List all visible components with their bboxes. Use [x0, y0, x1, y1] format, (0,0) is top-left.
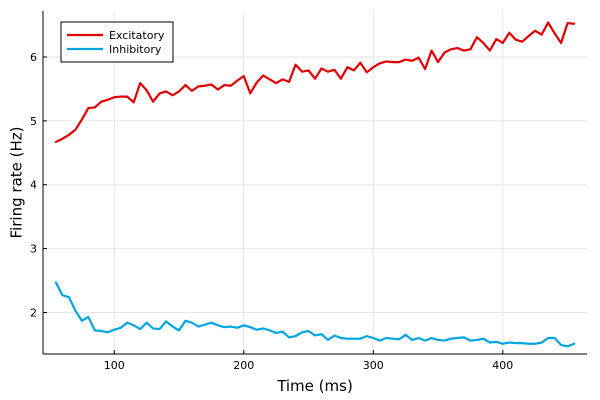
legend-label-excitatory: Excitatory	[109, 29, 165, 42]
series-line-excitatory	[54, 21, 576, 144]
y-tick-label: 2	[30, 306, 37, 319]
grid-y	[43, 56, 587, 313]
y-tick-label: 5	[30, 115, 37, 128]
legend-label-inhibitory: Inhibitory	[109, 43, 162, 56]
y-tick-label: 3	[30, 243, 37, 256]
x-tick-label: 100	[104, 359, 125, 372]
y-axis-title: Firing rate (Hz)	[8, 127, 26, 239]
x-axis-title: Time (ms)	[276, 377, 353, 395]
legend-box	[60, 21, 174, 63]
y-tick-label: 4	[30, 179, 37, 192]
x-tick-label: 300	[363, 359, 384, 372]
x-ticks: 100 200 300 400	[104, 350, 513, 372]
y-tick-label: 6	[30, 51, 37, 64]
x-tick-label: 200	[233, 359, 254, 372]
series-layer	[54, 21, 576, 348]
series-line-inhibitory	[54, 281, 576, 348]
y-ticks: 2 3 4 5 6	[30, 51, 47, 319]
x-tick-label: 400	[492, 359, 513, 372]
